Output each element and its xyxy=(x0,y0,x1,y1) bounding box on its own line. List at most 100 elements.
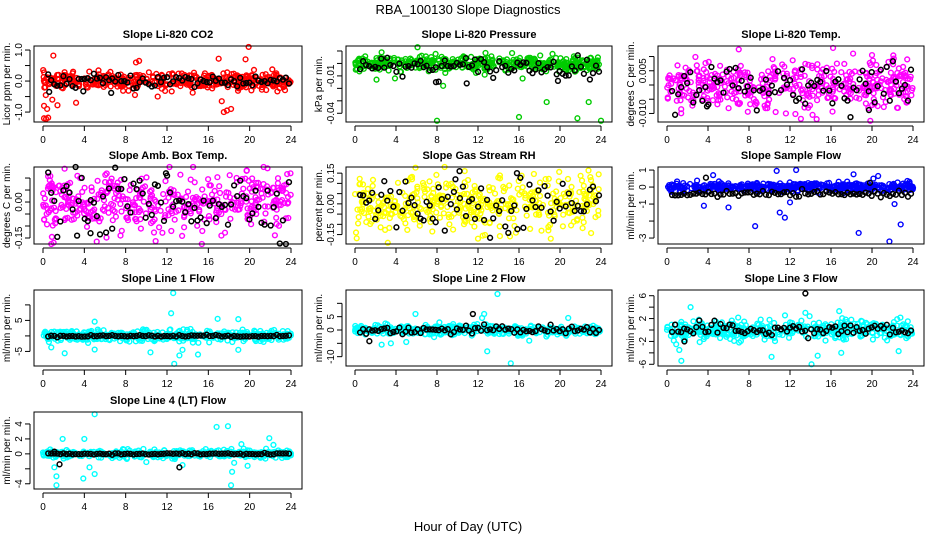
black-point xyxy=(363,61,370,69)
y-tick-label: -10 xyxy=(326,349,337,364)
black-point xyxy=(798,185,806,193)
black-point xyxy=(450,188,458,196)
black-point xyxy=(270,77,277,84)
black-point xyxy=(102,229,110,236)
black-point xyxy=(477,327,485,334)
colored-point xyxy=(544,182,551,189)
colored-point xyxy=(43,221,51,228)
black-point xyxy=(486,234,494,241)
black-point xyxy=(234,83,241,90)
x-tick-label: 20 xyxy=(244,379,256,390)
black-point xyxy=(520,224,527,231)
panel-title: Slope Gas Stream RH xyxy=(422,150,535,162)
black-point xyxy=(127,72,134,79)
colored-point xyxy=(503,56,511,63)
colored-point xyxy=(460,190,468,198)
black-point xyxy=(523,59,530,66)
black-point xyxy=(868,192,875,200)
black-point xyxy=(384,197,391,204)
black-point xyxy=(838,327,845,335)
colored-point xyxy=(50,184,57,191)
colored-point xyxy=(504,201,512,208)
black-point xyxy=(151,82,159,89)
colored-point xyxy=(108,175,115,182)
black-point xyxy=(699,323,706,331)
black-point xyxy=(568,63,575,70)
black-point xyxy=(483,63,491,71)
y-tick-label: 0.005 xyxy=(638,58,649,83)
colored-outlier-point xyxy=(384,239,391,246)
black-point xyxy=(795,193,803,200)
colored-point xyxy=(181,224,188,231)
colored-outlier-point xyxy=(373,76,380,83)
black-point xyxy=(817,78,824,85)
colored-point xyxy=(580,188,587,195)
black-point xyxy=(841,322,848,329)
black-point xyxy=(124,203,131,210)
black-point xyxy=(258,332,265,340)
colored-point xyxy=(711,180,718,188)
colored-point xyxy=(889,322,897,329)
data-points xyxy=(663,290,916,368)
colored-point xyxy=(166,188,173,195)
black-point xyxy=(874,190,881,197)
black-point xyxy=(148,332,155,339)
colored-point xyxy=(109,217,116,224)
colored-outlier-point xyxy=(808,361,815,368)
black-point xyxy=(708,321,715,329)
black-point xyxy=(595,68,603,75)
black-point xyxy=(390,328,397,336)
colored-point xyxy=(716,62,724,69)
black-point xyxy=(550,58,557,65)
black-point xyxy=(246,216,253,223)
black-point xyxy=(456,195,464,202)
colored-point xyxy=(111,195,118,202)
data-points xyxy=(352,44,605,124)
colored-point xyxy=(561,61,568,68)
x-tick-label: 20 xyxy=(866,379,878,390)
black-point xyxy=(270,333,277,340)
black-point xyxy=(901,329,909,336)
black-point xyxy=(768,82,776,89)
black-point xyxy=(535,60,542,67)
colored-point xyxy=(673,97,680,104)
colored-point xyxy=(405,212,412,219)
colored-point xyxy=(700,66,707,73)
black-point xyxy=(102,332,110,340)
black-point xyxy=(823,188,830,195)
colored-point xyxy=(881,334,888,341)
black-point xyxy=(580,70,588,77)
black-point xyxy=(121,175,128,183)
data-points xyxy=(40,290,295,367)
colored-point xyxy=(678,106,685,113)
black-point xyxy=(456,326,464,333)
colored-point xyxy=(879,94,887,101)
colored-point xyxy=(693,62,700,69)
colored-point xyxy=(112,213,120,220)
black-point xyxy=(411,60,418,67)
x-tick-label: 20 xyxy=(554,379,566,390)
black-point xyxy=(789,91,797,99)
colored-point xyxy=(213,209,220,216)
black-point xyxy=(130,85,137,92)
colored-point xyxy=(481,231,489,239)
colored-point xyxy=(797,115,805,122)
black-point xyxy=(671,321,679,328)
black-point xyxy=(408,64,415,71)
black-point xyxy=(81,75,88,83)
colored-point xyxy=(168,88,175,95)
black-point xyxy=(206,79,213,86)
colored-point xyxy=(270,184,277,191)
colored-point xyxy=(595,186,602,193)
black-point xyxy=(191,332,198,339)
black-point xyxy=(438,62,445,70)
black-point xyxy=(859,326,866,334)
black-point xyxy=(249,210,256,217)
colored-outlier-point xyxy=(40,102,48,109)
black-point xyxy=(438,195,445,203)
colored-outlier-point xyxy=(700,202,708,209)
colored-outlier-point xyxy=(50,52,57,59)
black-point xyxy=(520,326,527,334)
colored-point xyxy=(133,216,140,223)
black-point xyxy=(45,71,52,78)
